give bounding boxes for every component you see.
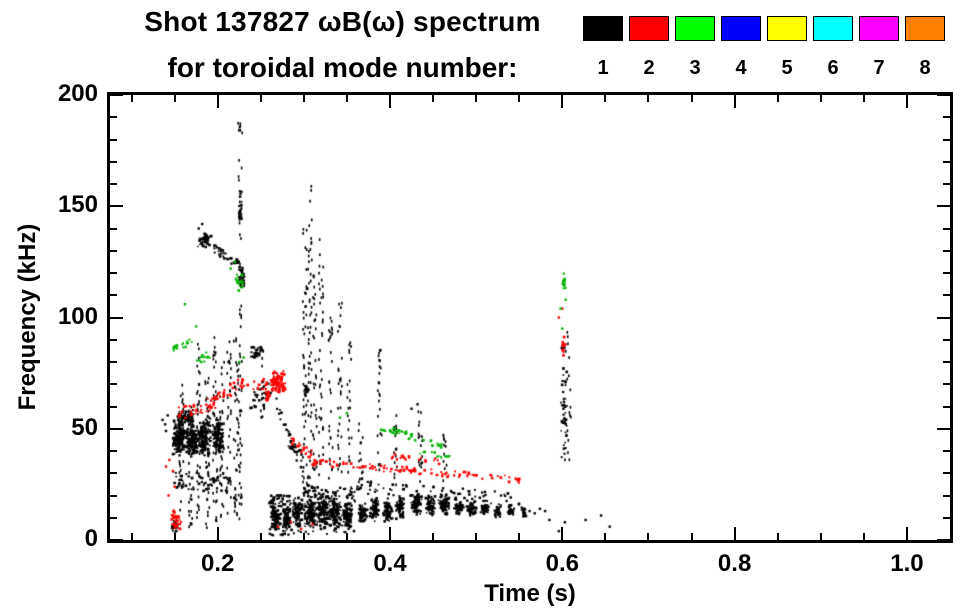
x-tick-label: 0.6 <box>545 550 579 577</box>
plot-frame <box>107 92 953 543</box>
legend-label-mode-8: 8 <box>919 57 931 79</box>
spectrogram-canvas <box>110 95 950 540</box>
y-tick-label: 0 <box>84 525 98 552</box>
legend-label-mode-1: 1 <box>597 57 609 79</box>
x-tick-label: 0.8 <box>717 550 752 577</box>
legend-label-mode-4: 4 <box>735 57 747 79</box>
legend-swatch-mode-5 <box>767 16 807 41</box>
x-tick-label: 0.2 <box>201 550 235 577</box>
legend-swatch-mode-6 <box>813 16 853 41</box>
chart-title: Shot 137827 ωB(ω) spectrum <box>144 6 541 37</box>
y-tick-label: 150 <box>57 191 98 219</box>
legend-label-mode-3: 3 <box>689 57 701 79</box>
legend-label-mode-7: 7 <box>873 57 885 79</box>
legend-swatch-mode-3 <box>675 16 715 41</box>
y-tick-label: 100 <box>57 302 98 330</box>
mode-color-legend <box>583 16 945 41</box>
legend-swatch-mode-8 <box>905 16 945 41</box>
y-tick-label: 50 <box>71 413 98 441</box>
legend-label-mode-5: 5 <box>781 57 793 79</box>
mode-number-labels: 1 2 3 4 5 6 7 8 <box>583 57 945 80</box>
legend-swatch-mode-1 <box>583 16 623 41</box>
x-axis-title: Time (s) <box>484 580 576 607</box>
legend-label-mode-2: 2 <box>643 57 655 79</box>
chart-subtitle: for toroidal mode number: <box>167 52 518 83</box>
legend-swatch-mode-4 <box>721 16 761 41</box>
x-tick-label: 0.4 <box>373 550 407 577</box>
y-tick-label: 200 <box>57 80 98 107</box>
x-tick-label: 1.0 <box>890 550 924 577</box>
legend-label-mode-6: 6 <box>827 57 839 79</box>
legend-swatch-mode-7 <box>859 16 899 41</box>
legend-swatch-mode-2 <box>629 16 669 41</box>
